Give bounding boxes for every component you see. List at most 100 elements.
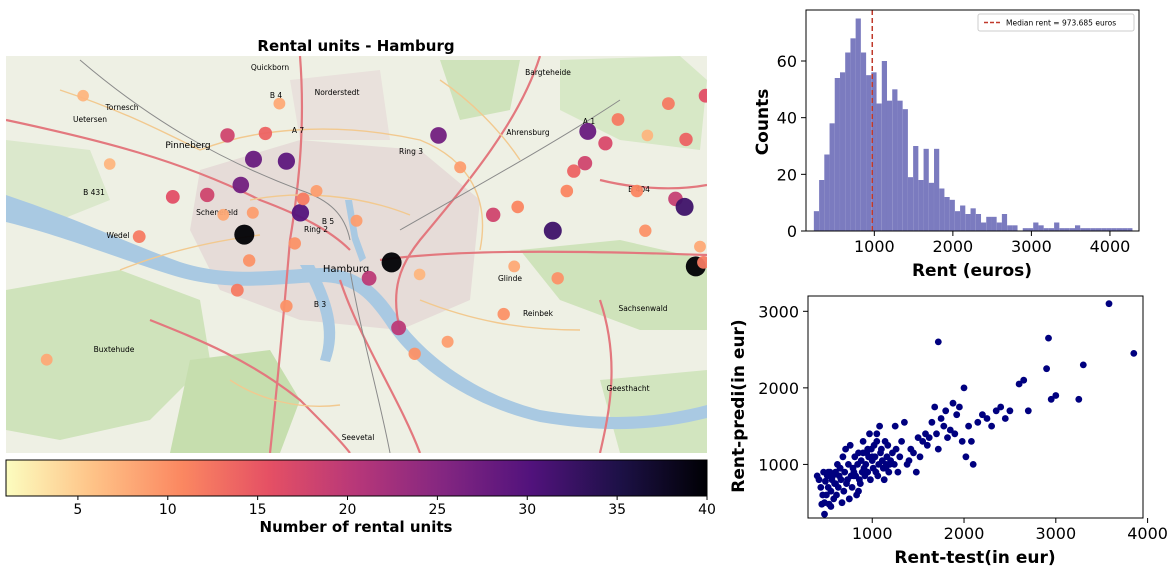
- histogram-bar: [829, 123, 835, 231]
- map-bubble: [350, 214, 363, 227]
- scatter-point: [919, 438, 927, 445]
- scatter-point: [1024, 407, 1032, 415]
- histogram-ytick-label: 0: [787, 222, 797, 241]
- histogram-bar: [960, 205, 966, 231]
- scatter-point: [934, 338, 942, 346]
- scatter-xtick-label: 2000: [944, 524, 985, 543]
- scatter-point: [864, 445, 872, 453]
- map-river-alster: [345, 200, 366, 262]
- scatter-point: [992, 407, 1000, 415]
- histogram-bar: [871, 72, 877, 231]
- histogram-bar: [1012, 225, 1018, 231]
- scatter-point: [836, 464, 844, 472]
- histogram-axes-frame: [805, 9, 1140, 232]
- map-bubble: [697, 256, 707, 269]
- scatter-point: [841, 468, 849, 476]
- map-bubble: [543, 221, 562, 240]
- histogram-bar: [1064, 228, 1070, 231]
- scatter-point: [884, 441, 892, 449]
- scatter-point: [912, 468, 920, 476]
- scatter-point: [892, 445, 900, 453]
- scatter-point: [866, 430, 873, 438]
- scatter-point: [874, 472, 882, 480]
- map-label-seevetal: Seevetal: [342, 433, 375, 442]
- histogram-bar: [824, 154, 830, 231]
- histogram-bar: [840, 72, 846, 231]
- map-green-area: [6, 140, 110, 220]
- scatter-panel: 1000 2000 3000 4000 1000 2000 3000 Rent-test(i…: [729, 295, 1168, 568]
- colorbar: 5 10 15 20 25 30 35 40 Number of rental units: [5, 459, 716, 536]
- map-urban-area: [290, 70, 390, 140]
- scatter-point: [956, 403, 963, 411]
- scatter-point: [979, 411, 986, 419]
- map-bubble: [273, 97, 286, 110]
- map-label-a1: A 1: [583, 117, 596, 126]
- map-bubble: [245, 150, 262, 168]
- colorbar-tick-label: 35: [608, 502, 626, 518]
- scatter-point: [949, 399, 957, 407]
- map-label-schenefeld: Schenefeld: [196, 208, 238, 217]
- map-roads-secondary: [59, 79, 581, 407]
- scatter-ytick-label: 1000: [758, 455, 799, 474]
- histogram-ylabel: Counts: [753, 89, 773, 156]
- map-bubble: [567, 164, 581, 178]
- scatter-point: [923, 441, 931, 449]
- colorbar-tick-label: 5: [73, 502, 82, 518]
- histogram-bar: [918, 180, 924, 231]
- map-bubble: [611, 113, 625, 126]
- map-label-uetersen: Uetersen: [73, 115, 107, 124]
- map-panel: Hamburg Pinneberg Norderstedt Ahrensburg…: [6, 56, 707, 453]
- map-label-glinde: Glinde: [498, 274, 522, 283]
- histogram-bar: [1122, 228, 1128, 231]
- scatter-point: [1001, 415, 1009, 422]
- map-label-buxtehude: Buxtehude: [94, 345, 135, 354]
- histogram-xtick-label: 4000: [1090, 237, 1131, 256]
- scatter-point: [962, 453, 970, 461]
- map-label-ahrensburg: Ahrensburg: [506, 128, 550, 137]
- scatter-point: [867, 476, 874, 484]
- histogram-bar: [944, 197, 950, 231]
- histogram-bar: [991, 216, 997, 231]
- map-green-area: [520, 240, 707, 330]
- histogram-bar: [1048, 228, 1055, 231]
- scatter-point: [901, 418, 908, 426]
- scatter-point: [965, 422, 972, 430]
- scatter-point: [953, 411, 961, 419]
- scatter-xtick-label: 3000: [1035, 524, 1076, 543]
- scatter-point: [1006, 407, 1014, 415]
- histogram-bar: [996, 222, 1002, 231]
- map-label-sachsenwald: Sachsenwald: [618, 304, 667, 313]
- scatter-point: [983, 415, 991, 422]
- scatter-point: [974, 418, 982, 426]
- scatter-point: [882, 464, 890, 472]
- scatter-point: [1043, 365, 1050, 373]
- histogram-bar: [1085, 228, 1091, 231]
- map-title: Rental units - Hamburg: [257, 37, 454, 55]
- map-bubble: [511, 200, 524, 214]
- map-green-area: [6, 270, 210, 440]
- histogram-legend: Median rent = 973.685 euros: [977, 13, 1135, 32]
- histogram-bar: [1080, 228, 1086, 231]
- scatter-point: [817, 484, 825, 491]
- scatter-point: [937, 415, 945, 422]
- histogram-bar: [1059, 228, 1065, 231]
- scatter-xtick-label: 4000: [1127, 524, 1168, 543]
- scatter-point: [832, 480, 839, 487]
- map-bubble: [641, 129, 654, 142]
- scatter-point: [1130, 350, 1138, 357]
- map-label-b4: B 4: [270, 91, 283, 100]
- scatter-point: [890, 461, 898, 468]
- scatter-point: [827, 487, 835, 495]
- histogram-bar: [892, 89, 898, 231]
- scatter-point: [960, 384, 968, 392]
- map-bubble: [310, 185, 323, 197]
- scatter-point: [821, 510, 828, 518]
- histogram-bar: [1043, 228, 1049, 231]
- scatter-point: [815, 476, 823, 484]
- histogram-bar: [986, 216, 992, 231]
- scatter-point: [873, 438, 881, 445]
- map-bubble: [165, 190, 180, 204]
- scatter-point: [824, 468, 832, 476]
- scatter-xtick-label: 1000: [852, 524, 893, 543]
